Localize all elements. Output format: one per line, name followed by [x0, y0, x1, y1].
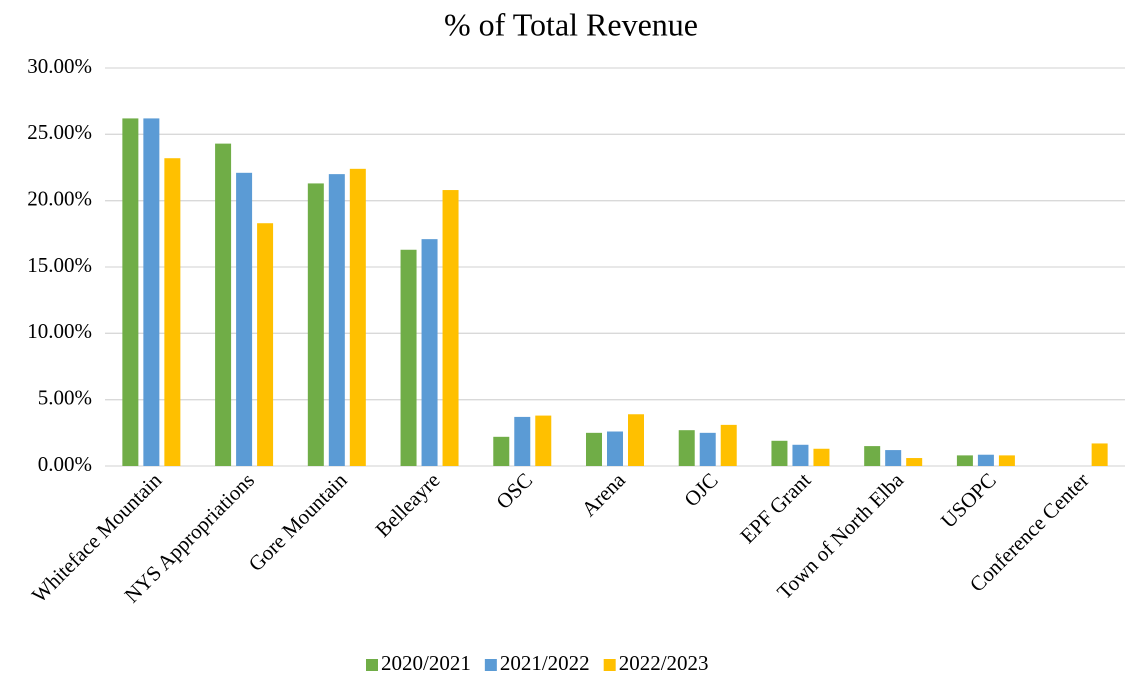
bar: [864, 446, 881, 466]
y-tick-label: 30.00%: [27, 54, 92, 78]
bar: [1091, 443, 1108, 466]
legend-swatch: [366, 659, 378, 671]
bar: [400, 249, 417, 466]
bar: [257, 223, 274, 466]
bar: [771, 440, 788, 466]
bar: [442, 190, 459, 466]
legend-label: 2020/2021: [381, 651, 471, 675]
bar: [122, 118, 139, 466]
legend-swatch: [484, 659, 497, 671]
bar: [813, 448, 830, 466]
bar: [215, 143, 232, 466]
bar: [586, 432, 602, 466]
legend-swatch: [603, 659, 616, 671]
y-tick-label: 10.00%: [27, 319, 92, 343]
bar: [164, 158, 181, 467]
bar: [143, 118, 160, 466]
bar: [307, 183, 324, 467]
y-tick-label: 25.00%: [27, 120, 92, 144]
bar: [699, 432, 716, 466]
x-tick-label: OJC: [679, 468, 722, 511]
y-tick-label: 20.00%: [27, 186, 92, 210]
bar: [977, 454, 994, 466]
bar: [349, 168, 366, 466]
y-tick-label: 15.00%: [27, 253, 92, 277]
bar: [607, 431, 623, 466]
bar: [720, 424, 737, 466]
bar: [328, 174, 345, 466]
y-tick-label: 5.00%: [38, 385, 92, 409]
x-tick-label: Gore Mountain: [244, 468, 352, 576]
bar: [493, 436, 510, 466]
bar: [792, 444, 809, 466]
legend-label: 2022/2023: [619, 651, 709, 675]
bar: [514, 416, 531, 466]
x-tick-label: Belleayre: [371, 468, 445, 542]
bar: [421, 239, 438, 466]
bar: [535, 415, 552, 466]
bar: [678, 430, 695, 466]
bar: [956, 455, 973, 466]
y-tick-label: 0.00%: [38, 452, 92, 476]
bar: [906, 458, 923, 466]
chart-title: % of Total Revenue: [444, 6, 698, 42]
bar: [885, 450, 902, 466]
bar: [998, 455, 1015, 466]
bar: [236, 172, 253, 466]
x-tick-label: USOPC: [936, 468, 1001, 533]
bar: [628, 414, 644, 466]
x-tick-label: EPF Grant: [735, 468, 815, 548]
legend-label: 2021/2022: [500, 651, 590, 675]
x-tick-label: Arena: [577, 467, 631, 521]
x-tick-label: OSC: [491, 468, 537, 514]
